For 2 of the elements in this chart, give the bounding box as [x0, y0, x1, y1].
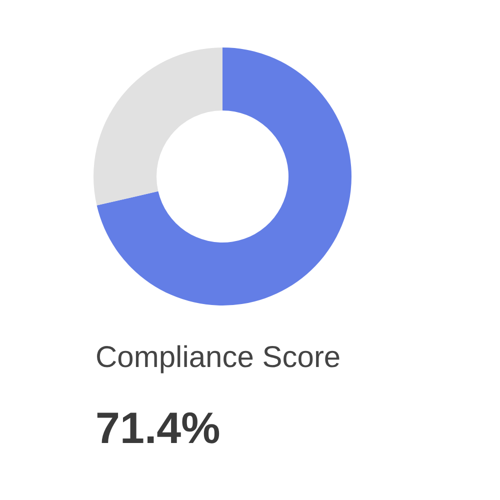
text: Compliance Score [96, 341, 341, 374]
text: 71.4% [96, 404, 220, 453]
